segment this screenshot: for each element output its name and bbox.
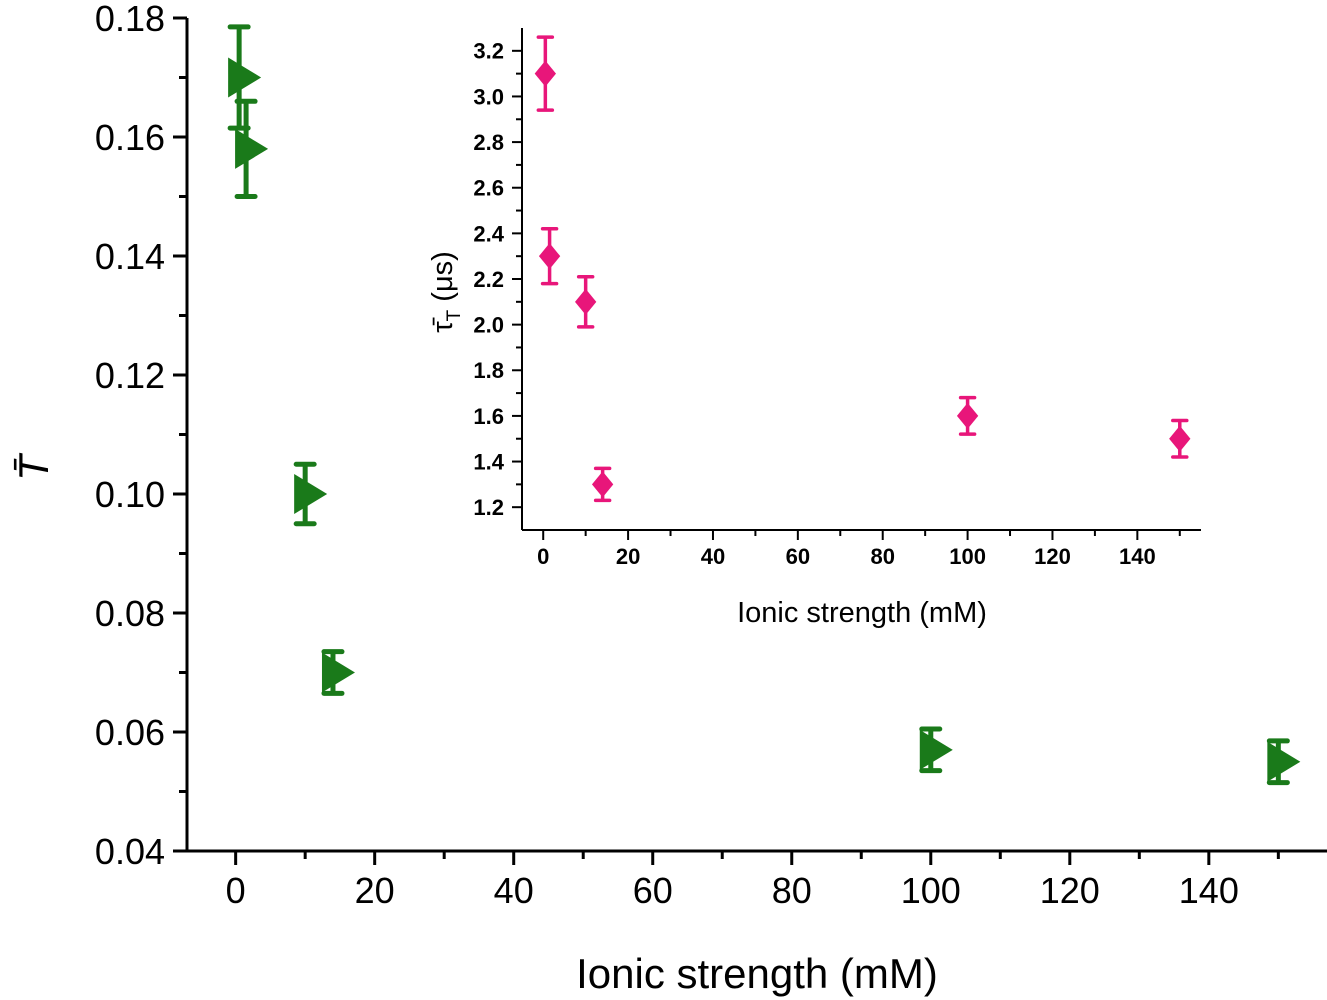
inset-y-ticks: 1.2 1.4 1.6 1.8 2.0 2.2 2.4 2.6 2.8 3.0 3.2 [473, 39, 522, 520]
main-x-tick-label: 100 [901, 870, 961, 911]
inset-y-tick-label: 1.6 [473, 404, 504, 429]
inset-error-bars [536, 35, 1189, 503]
inset-data-point [591, 471, 614, 498]
inset-y-tick-label: 2.8 [473, 130, 504, 155]
inset-y-tick-label: 2.4 [473, 221, 504, 246]
inset-x-tick-label: 140 [1119, 544, 1156, 569]
inset-data-point [1169, 425, 1191, 452]
inset-y-tick-label: 2.0 [473, 313, 504, 338]
main-data-point [235, 128, 269, 169]
inset-x-tick-label: 40 [701, 544, 725, 569]
main-x-tick-label: 80 [772, 870, 812, 911]
inset-y-tick-label: 1.4 [473, 449, 504, 474]
main-x-axis-title: Ionic strength (mM) [576, 950, 938, 997]
inset-x-axis-title: Ionic strength (mM) [737, 597, 987, 629]
inset-x-ticks: 0 20 40 60 80 100 120 140 [537, 530, 1181, 569]
main-x-tick-label: 40 [494, 870, 534, 911]
inset-y-axis-unit: (μs) [427, 251, 459, 302]
inset-y-tick-label: 2.6 [473, 176, 504, 201]
main-x-tick-label: 60 [633, 870, 673, 911]
inset-x-tick-label: 80 [870, 544, 894, 569]
main-y-tick-label: 0.16 [95, 117, 165, 158]
main-y-tick-label: 0.12 [95, 355, 165, 396]
main-data-point [919, 729, 953, 770]
main-y-tick-label: 0.04 [95, 831, 165, 872]
main-y-tick-label: 0.14 [95, 236, 165, 277]
main-y-ticks: 0.04 0.06 0.08 0.10 0.12 0.14 0.16 0.18 [95, 0, 187, 872]
main-plot: 0.04 0.06 0.08 0.10 0.12 0.14 0.16 0.18 0 20 40 60… [10, 0, 1327, 997]
inset-x-tick-label: 120 [1034, 544, 1071, 569]
main-x-tick-label: 0 [226, 870, 246, 911]
inset-x-tick-label: 20 [616, 544, 640, 569]
inset-points [534, 60, 1191, 498]
main-data-point [294, 474, 328, 514]
inset-y-axis-title: τ̄T(μs) [427, 251, 465, 333]
main-x-tick-label: 120 [1040, 870, 1100, 911]
inset-y-tick-label: 3.0 [473, 84, 504, 109]
inset-y-tick-label: 1.2 [473, 495, 504, 520]
inset-data-point [534, 60, 557, 87]
main-points [228, 57, 1301, 782]
main-error-bars [227, 24, 1290, 786]
main-y-axis-title: T̄ [10, 452, 57, 481]
inset-x-tick-label: 100 [949, 544, 986, 569]
inset-x-tick-label: 0 [537, 544, 549, 569]
main-data-point [228, 57, 262, 98]
inset-data-point [574, 288, 597, 315]
inset-y-tick-label: 3.2 [473, 39, 504, 64]
inset-data-point [956, 402, 979, 429]
main-x-tick-label: 20 [355, 870, 395, 911]
inset-plot: 1.2 1.4 1.6 1.8 2.0 2.2 2.4 2.6 2.8 3.0 3.2 0 20 40 6… [427, 28, 1201, 629]
inset-data-point [538, 243, 561, 270]
main-x-ticks: 0 20 40 60 80 100 120 140 [226, 851, 1280, 911]
main-x-tick-label: 140 [1179, 870, 1239, 911]
main-y-tick-label: 0.08 [95, 593, 165, 634]
main-y-tick-label: 0.06 [95, 712, 165, 753]
inset-y-tick-label: 1.8 [473, 358, 504, 383]
inset-y-axis-title-text: τ̄T(μs) [427, 251, 465, 333]
main-y-tick-label: 0.18 [95, 0, 165, 39]
inset-x-tick-label: 60 [786, 544, 810, 569]
main-data-point [321, 652, 355, 693]
inset-y-tick-label: 2.2 [473, 267, 504, 292]
main-data-point [1267, 741, 1301, 782]
inset-y-axis-subscript: T [444, 309, 465, 321]
main-y-axis-title-text: T̄ [10, 452, 57, 481]
main-y-tick-label: 0.10 [95, 474, 165, 515]
